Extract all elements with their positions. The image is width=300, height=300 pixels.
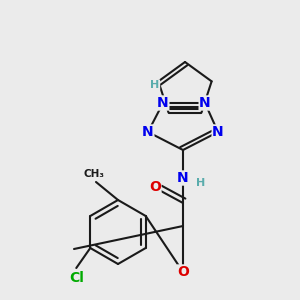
Text: N: N (212, 125, 224, 139)
Text: N: N (177, 171, 189, 185)
Text: O: O (177, 265, 189, 279)
Text: O: O (149, 180, 161, 194)
Text: CH₃: CH₃ (83, 169, 104, 179)
Text: H: H (196, 178, 206, 188)
Text: N: N (157, 96, 169, 110)
Text: H: H (150, 80, 160, 90)
Text: N: N (142, 125, 154, 139)
Text: Cl: Cl (69, 271, 84, 285)
Text: N: N (199, 96, 211, 110)
